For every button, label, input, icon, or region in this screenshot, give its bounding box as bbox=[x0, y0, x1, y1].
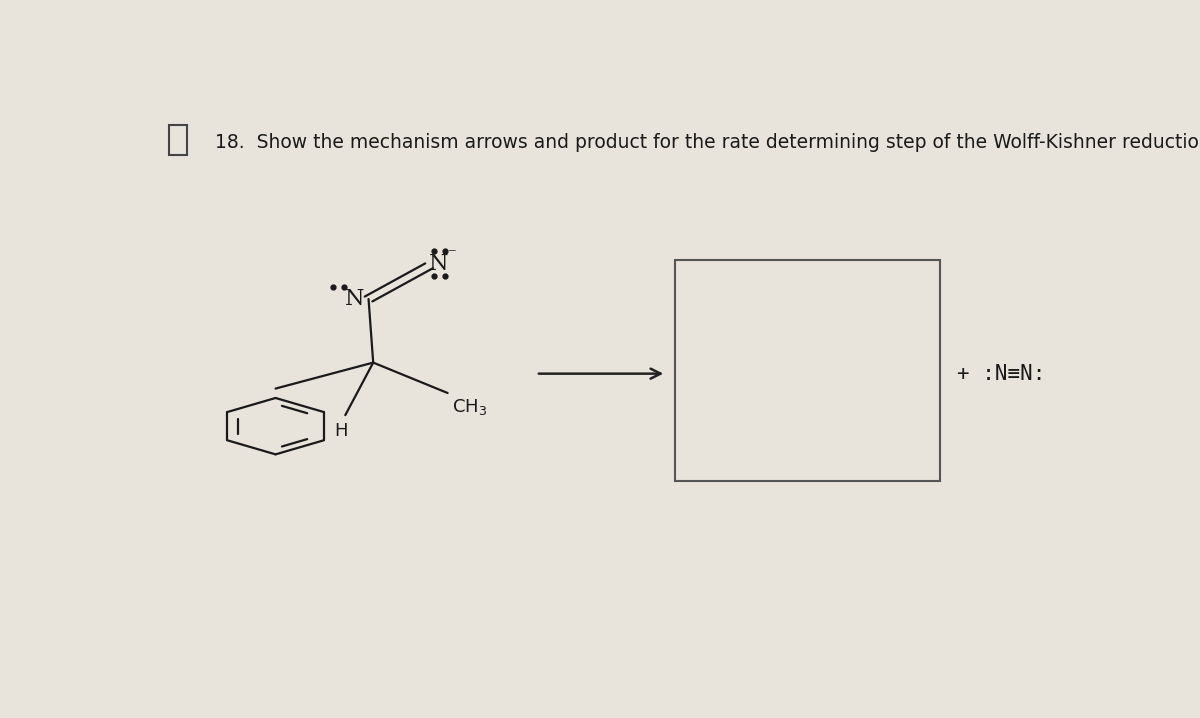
Text: + :N≡N:: + :N≡N: bbox=[956, 363, 1045, 383]
Text: ⁻: ⁻ bbox=[448, 245, 457, 263]
Text: 18.  Show the mechanism arrows and product for the rate determining step of the : 18. Show the mechanism arrows and produc… bbox=[215, 133, 1200, 152]
Bar bbox=[168, 125, 187, 155]
Bar bbox=[676, 261, 941, 482]
Text: CH$_3$: CH$_3$ bbox=[452, 398, 487, 417]
Text: N: N bbox=[428, 253, 448, 275]
Text: H: H bbox=[334, 421, 348, 439]
Text: N: N bbox=[344, 288, 365, 310]
